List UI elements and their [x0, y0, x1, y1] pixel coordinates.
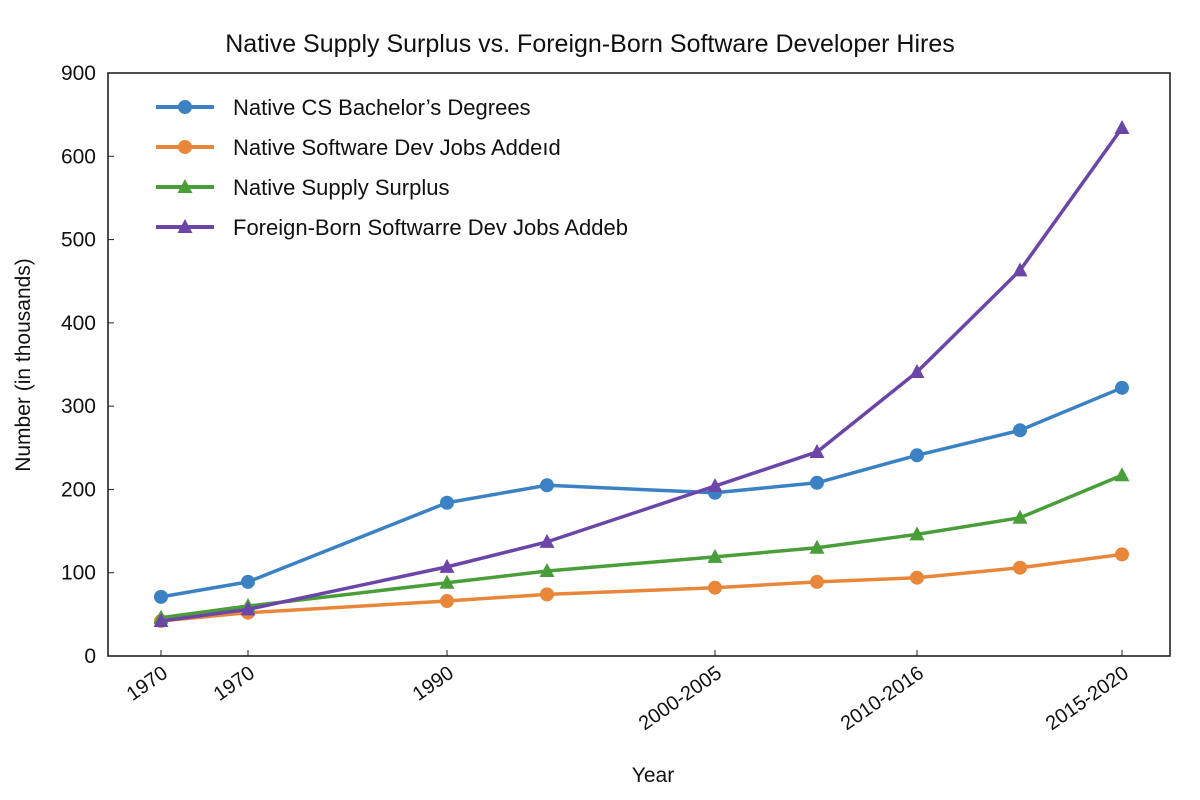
legend-item: Foreign-Born Softwarre Dev Jobs Addeb [156, 215, 628, 240]
data-point [540, 587, 554, 602]
legend-marker [178, 140, 192, 154]
legend-marker [177, 219, 193, 233]
data-point [810, 574, 824, 589]
x-tick-label: 1970 [123, 662, 172, 706]
y-tick-label: 200 [61, 478, 96, 501]
series-3 [153, 119, 1130, 628]
legend-label: Native Supply Surplus [233, 175, 449, 200]
y-tick-label: 100 [61, 562, 96, 585]
data-point [1115, 380, 1129, 395]
legend-item: Native CS Bachelor’s Degrees [156, 95, 531, 120]
data-point [1013, 560, 1027, 575]
legend-item: Native Supply Surplus [156, 175, 449, 200]
series-line [160, 386, 1123, 599]
y-tick-label: 400 [61, 312, 96, 335]
legend-label: Native Software Dev Jobs Addeıd [233, 135, 561, 160]
plot-area [107, 72, 1171, 657]
data-point [240, 601, 256, 616]
y-axis-label: Number (in thousands) [12, 258, 35, 472]
y-tick-label: 500 [61, 229, 96, 252]
data-point [1012, 262, 1028, 277]
legend-label: Foreign-Born Softwarre Dev Jobs Addeb [233, 215, 628, 240]
data-point [439, 558, 455, 573]
y-tick-label: 300 [61, 395, 96, 418]
x-tick-label: 2000-2005 [635, 662, 726, 735]
x-tick-label: 2010-2016 [837, 662, 928, 735]
legend-marker [177, 179, 193, 193]
data-point [707, 548, 723, 563]
data-point [440, 594, 454, 609]
y-tick-label: 600 [61, 145, 96, 168]
data-point [1012, 509, 1028, 524]
data-point [1013, 423, 1027, 438]
x-axis-label: Year [632, 764, 674, 787]
data-point [909, 526, 925, 541]
legend-item: Native Software Dev Jobs Addeıd [156, 135, 561, 160]
data-point [440, 495, 454, 510]
legend-label: Native CS Bachelor’s Degrees [233, 95, 531, 120]
data-point [1114, 467, 1130, 482]
data-point [707, 478, 723, 493]
data-point [809, 539, 825, 554]
data-point [154, 589, 168, 604]
data-point [708, 580, 722, 595]
data-point [1115, 547, 1129, 562]
data-point [153, 613, 169, 628]
y-tick-label: 0 [84, 645, 96, 668]
data-point [809, 443, 825, 458]
x-tick-label: 2015-2020 [1042, 662, 1133, 735]
chart-title: Native Supply Surplus vs. Foreign-Born S… [225, 30, 954, 58]
data-point [439, 574, 455, 589]
data-point [241, 574, 255, 589]
data-point [909, 363, 925, 378]
legend-marker [178, 100, 192, 114]
data-point [539, 563, 555, 578]
series-line [160, 126, 1124, 623]
data-point [810, 475, 824, 490]
x-tick-label: 1990 [409, 662, 458, 706]
data-point [910, 570, 924, 585]
data-point [1114, 119, 1130, 134]
y-tick-label: 900 [61, 62, 96, 85]
data-point [910, 448, 924, 463]
data-point [539, 533, 555, 548]
data-point [540, 478, 554, 493]
x-tick-label: 1970 [210, 662, 259, 706]
